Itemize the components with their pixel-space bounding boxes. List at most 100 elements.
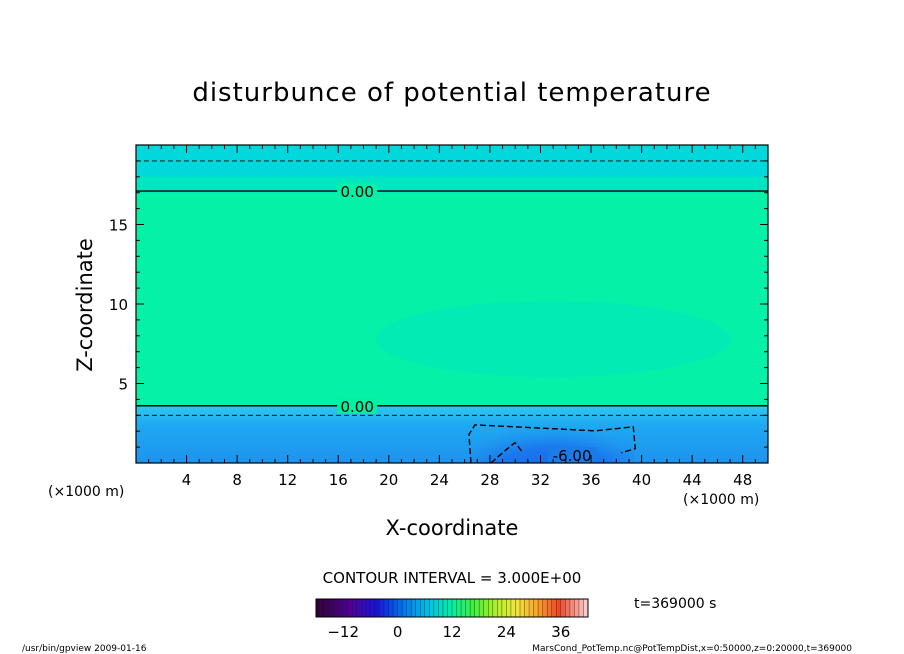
contour-label-bg [337,397,378,414]
y-axis-title: Z-coordinate [73,238,97,372]
colorbar-swatch [488,599,494,617]
x-tick-label: 16 [329,471,348,489]
x-tick-label: 32 [531,471,550,489]
colorbar-swatch [533,599,539,617]
colorbar-swatch [370,599,376,617]
colorbar-tick-label: 36 [551,623,570,641]
contour-minus-3 [468,424,637,463]
colorbar-swatch [506,599,512,617]
colorbar-swatch [565,599,571,617]
colorbar-tick-label: 24 [497,623,516,641]
colorbar-swatch [529,599,535,617]
plot-area [136,145,768,463]
colorbar-swatch [524,599,530,617]
field-band-main [136,192,768,406]
colorbar-swatch [497,599,503,617]
colorbar-swatch [397,599,403,617]
x-tick-label: 44 [683,471,702,489]
x-unit-right: (×1000 m) [683,492,759,508]
colorbar-swatch [415,599,421,617]
colorbar-swatch [352,599,358,617]
colorbar-swatch [429,599,435,617]
y-tick-label: 10 [109,296,128,314]
time-label: t=369000 s [634,596,716,612]
field-band-lower [136,405,768,463]
colorbar-swatch [338,599,344,617]
colorbar-swatch [325,599,331,617]
colorbar-swatch [583,599,589,617]
colorbar-swatch [393,599,399,617]
footer-right: MarsCond_PotTemp.nc@PotTempDist,x=0:5000… [532,644,852,654]
colorbar-swatch [411,599,417,617]
colorbar-swatch [510,599,516,617]
colorbar-swatch [356,599,362,617]
colorbar-swatch [520,599,526,617]
colorbar-swatch [320,599,326,617]
colorbar-swatch [515,599,521,617]
x-axis-title: X-coordinate [386,516,519,540]
x-tick-label: 28 [480,471,499,489]
colorbar-swatch [374,599,380,617]
colorbar-swatch [452,599,458,617]
colorbar-swatch [447,599,453,617]
colorbar-swatch [365,599,371,617]
colorbar-tick-label: 12 [442,623,461,641]
field-band-upper [136,176,768,193]
colorbar-swatch [465,599,471,617]
colorbar-swatch [406,599,412,617]
colorbar-swatch [334,599,340,617]
x-tick-label: 20 [379,471,398,489]
colorbar-swatch [456,599,462,617]
x-tick-label: 8 [232,471,242,489]
colorbar-swatch [492,599,498,617]
colorbar-swatch [379,599,385,617]
x-unit-left: (×1000 m) [48,484,124,500]
colorbar-swatch [384,599,390,617]
colorbar-swatch [438,599,444,617]
colorbar-swatch [551,599,557,617]
contour-minus-6 [490,441,524,463]
contour-lines: 0.00 0.00 -6.00 [136,160,768,465]
field-patch [376,300,731,378]
colorbar-swatch [542,599,548,617]
colorbar-swatch [547,599,553,617]
colorbar-swatch [474,599,480,617]
colorbar-border [315,598,589,618]
colorbar: −12 0 12 24 36 [315,598,589,641]
colorbar-swatch [501,599,507,617]
contour-label-bg [547,447,597,463]
colorbar-swatch [347,599,353,617]
colorbar-swatch [402,599,408,617]
x-tick-label: 40 [632,471,651,489]
colorbar-swatch [424,599,430,617]
y-tick-label: 15 [109,217,128,235]
y-tick-label: 5 [118,376,128,394]
colorbar-swatch [574,599,580,617]
colorbar-swatch [420,599,426,617]
x-tick-label: 24 [430,471,449,489]
x-tick-label: 48 [733,471,752,489]
chart-title: disturbunce of potential temperature [192,78,711,108]
colorbar-swatch [461,599,467,617]
colorbar-swatch [433,599,439,617]
colorbar-swatch [470,599,476,617]
colorbar-swatch [578,599,584,617]
colorbar-swatch [556,599,562,617]
colorbar-swatch [316,599,322,617]
contour-label: 0.00 [340,398,373,416]
colorbar-swatch [329,599,335,617]
colorbar-swatch [442,599,448,617]
contour-label: 0.00 [340,183,373,201]
x-tick-label: 36 [581,471,600,489]
footer-left: /usr/bin/gpview 2009-01-16 [22,644,147,654]
contour-label: -6.00 [553,447,592,465]
colorbar-swatch [343,599,349,617]
colorbar-swatch [560,599,566,617]
colorbar-tick-label: 0 [393,623,403,641]
contour-label-bg [337,183,378,200]
colorbar-swatch [483,599,489,617]
colorbar-swatch [388,599,394,617]
x-tick-label: 4 [182,471,192,489]
contour-interval-label: CONTOUR INTERVAL = 3.000E+00 [323,569,582,587]
